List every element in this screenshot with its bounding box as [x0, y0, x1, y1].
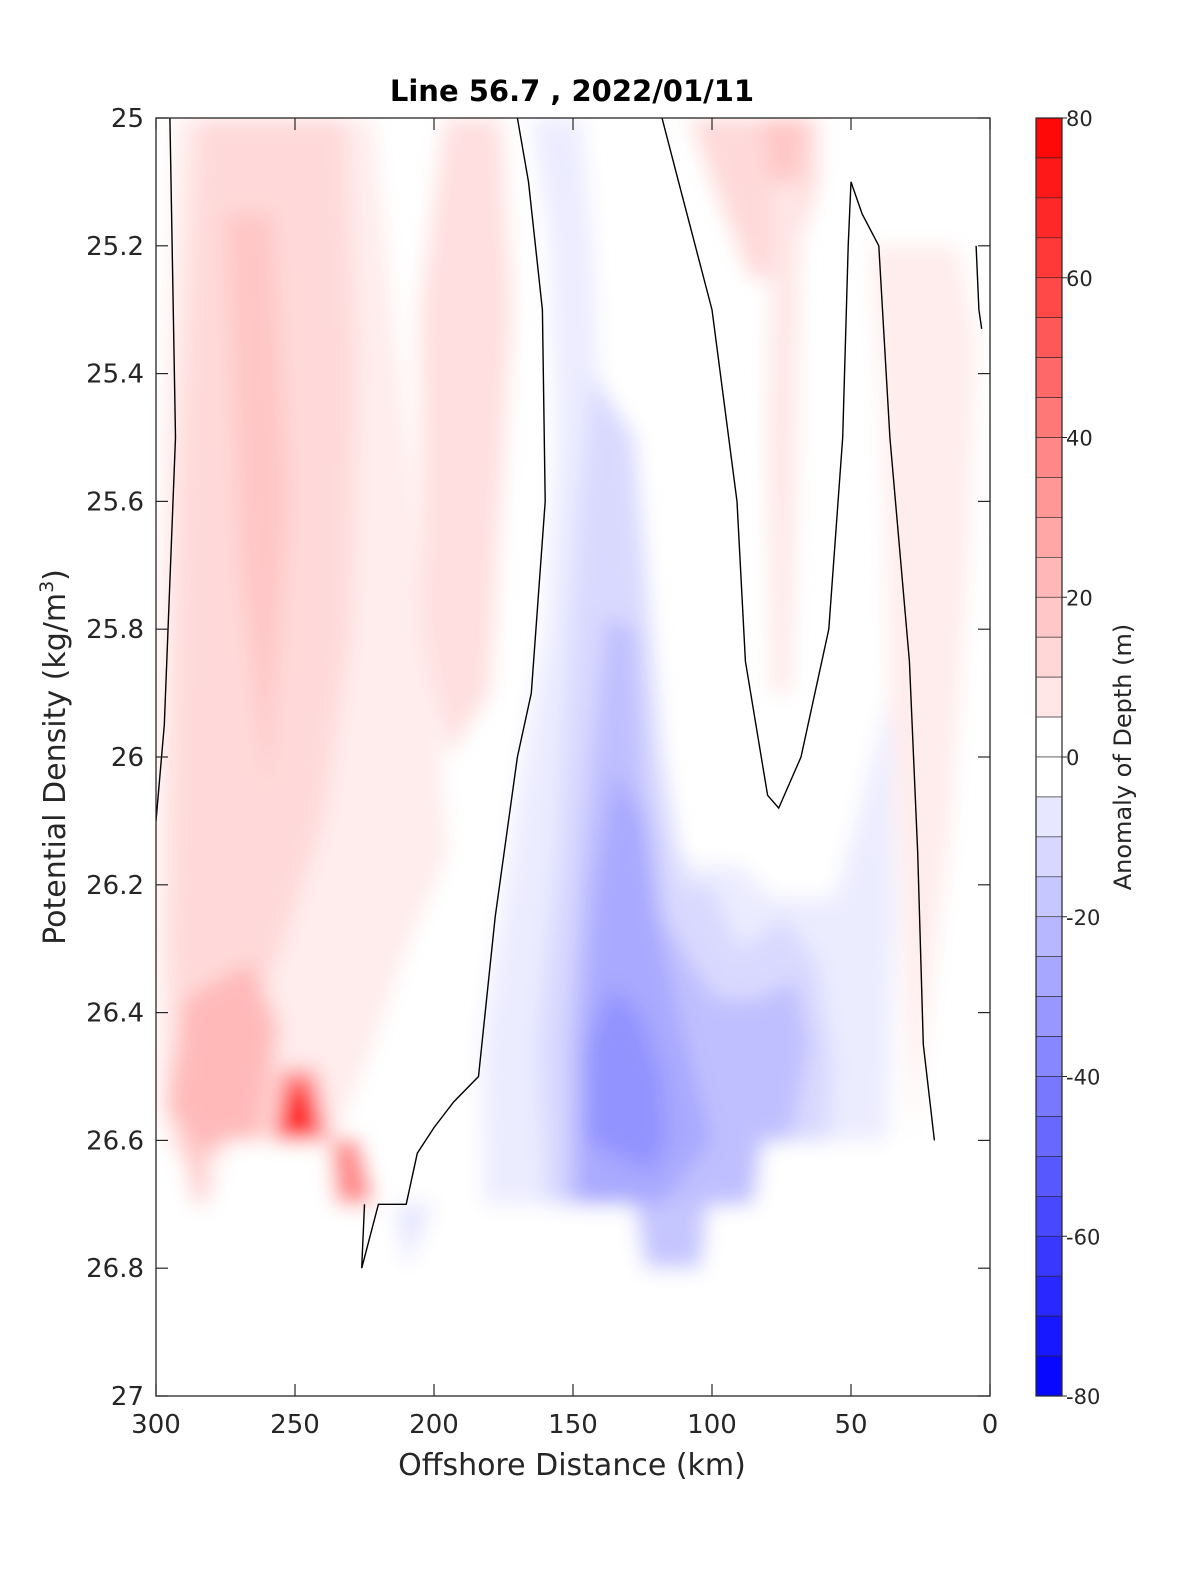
- y-tick-label: 26.6: [86, 1126, 144, 1156]
- y-axis-label-superscript: 3: [36, 581, 58, 593]
- colorbar-level: [1035, 636, 1063, 678]
- colorbar-level: [1035, 1156, 1063, 1197]
- y-axis-ticks: 25 25.2 25.4 25.6 25.8 26 26.2 26.4 26.6 26.8 27: [86, 104, 990, 1412]
- y-tick-label: 25: [111, 104, 144, 134]
- colorbar-tick-label: 0: [1066, 746, 1079, 770]
- colorbar-level: [1035, 277, 1063, 318]
- zero-contours: [156, 118, 983, 1269]
- negative-region-bottom: [634, 1204, 707, 1269]
- colorbar-level: [1035, 676, 1063, 718]
- colorbar-level: [1035, 1275, 1063, 1317]
- colorbar-level: [1035, 996, 1063, 1037]
- x-tick-label: 250: [270, 1410, 320, 1440]
- y-tick-label: 26.2: [86, 871, 144, 901]
- y-tick-label: 25.8: [86, 615, 144, 645]
- colorbar-level: [1035, 836, 1063, 878]
- y-axis-label-main: Potential Density (kg/m: [38, 593, 73, 945]
- x-axis-label: Offshore Distance (km): [398, 1448, 746, 1483]
- y-tick-label: 26.8: [86, 1254, 144, 1284]
- zero-contour-offshore: [156, 118, 177, 821]
- colorbar-level: [1035, 796, 1063, 838]
- zero-contour-mid: [361, 118, 546, 1269]
- positive-core-nearshore: [762, 118, 807, 195]
- x-tick-label: 200: [409, 1410, 459, 1440]
- colorbar-level: [1035, 197, 1063, 239]
- colorbar-level: [1035, 157, 1063, 199]
- positive-region-coastal: [867, 181, 977, 1141]
- x-tick-label: 50: [834, 1410, 867, 1440]
- x-tick-label: 300: [131, 1410, 181, 1440]
- positive-filament-nearshore: [767, 181, 801, 694]
- colorbar-level: [1035, 596, 1063, 638]
- y-axis-label: Potential Density (kg/m3): [36, 569, 73, 945]
- colorbar-tick-label: -20: [1066, 906, 1100, 930]
- colorbar-level: [1035, 1355, 1063, 1397]
- colorbar-level: [1035, 557, 1063, 598]
- zero-contour-coastal: [975, 245, 983, 330]
- y-axis-label-close: ): [38, 569, 73, 581]
- colorbar-level: [1035, 1116, 1063, 1157]
- plot-area: 300 250 200 150 100 50 0 2525.225.425.625.8262…: [86, 104, 998, 1440]
- colorbar-tick-label: -40: [1066, 1066, 1100, 1090]
- colorbar-level: [1035, 477, 1063, 518]
- colorbar-level: [1035, 1235, 1063, 1277]
- y-tick-label: 25.4: [86, 360, 144, 390]
- colorbar-level: [1035, 437, 1063, 478]
- colorbar-tick-label: -80: [1066, 1385, 1100, 1409]
- y-tick-label: 27: [111, 1382, 144, 1412]
- y-tick-label: 25.2: [86, 232, 144, 262]
- colorbar-tick-label: 40: [1066, 427, 1093, 451]
- y-tick-label: 26: [111, 743, 144, 773]
- colorbar-level: [1035, 1196, 1063, 1237]
- colorbar-tick-label: 60: [1066, 267, 1093, 291]
- colorbar-level: [1035, 1076, 1063, 1117]
- y-tick-label: 26.4: [86, 999, 144, 1029]
- colorbar-level: [1035, 237, 1063, 279]
- positive-lens-lower: [331, 1140, 373, 1205]
- x-tick-label: 0: [982, 1410, 999, 1440]
- x-tick-label: 150: [548, 1410, 598, 1440]
- positive-lens-core: [278, 1089, 318, 1141]
- zero-contour-nearshore: [661, 118, 936, 1141]
- colorbar-level: [1035, 117, 1063, 159]
- colorbar-label: Anomaly of Depth (m): [1109, 624, 1137, 891]
- colorbar-level: [1035, 397, 1063, 438]
- colorbar-level: [1035, 756, 1063, 798]
- chart-title: Line 56.7 , 2022/01/11: [390, 74, 754, 108]
- y-tick-label: 25.6: [86, 487, 144, 517]
- no-data-notch: [851, 181, 990, 246]
- colorbar-tick-label: -60: [1066, 1225, 1100, 1249]
- colorbar-level: [1035, 716, 1063, 758]
- x-axis-ticks: 300 250 200 150 100 50 0: [131, 118, 998, 1440]
- negative-core: [586, 987, 668, 1173]
- colorbar-tick-label: 20: [1066, 586, 1093, 610]
- colorbar-level: [1035, 357, 1063, 398]
- colorbar-level: [1035, 916, 1063, 957]
- x-tick-label: 100: [687, 1410, 737, 1440]
- colorbar-level: [1035, 876, 1063, 918]
- colorbar-level: [1035, 1036, 1063, 1077]
- positive-region-lower: [167, 961, 279, 1154]
- positive-core-deep: [225, 213, 290, 790]
- colorbar: 80 60 40 20 0 -20 -40 -60 -80: [1035, 107, 1100, 1409]
- colorbar-ticks: 80 60 40 20 0 -20 -40 -60 -80: [1062, 107, 1100, 1409]
- colorbar-level: [1035, 1315, 1063, 1357]
- positive-region-midshelf: [420, 118, 512, 757]
- colorbar-level: [1035, 317, 1063, 358]
- colorbar-tick-label: 80: [1066, 107, 1093, 131]
- colorbar-scale: [1035, 117, 1063, 1397]
- colorbar-level: [1035, 956, 1063, 997]
- colorbar-level: [1035, 517, 1063, 558]
